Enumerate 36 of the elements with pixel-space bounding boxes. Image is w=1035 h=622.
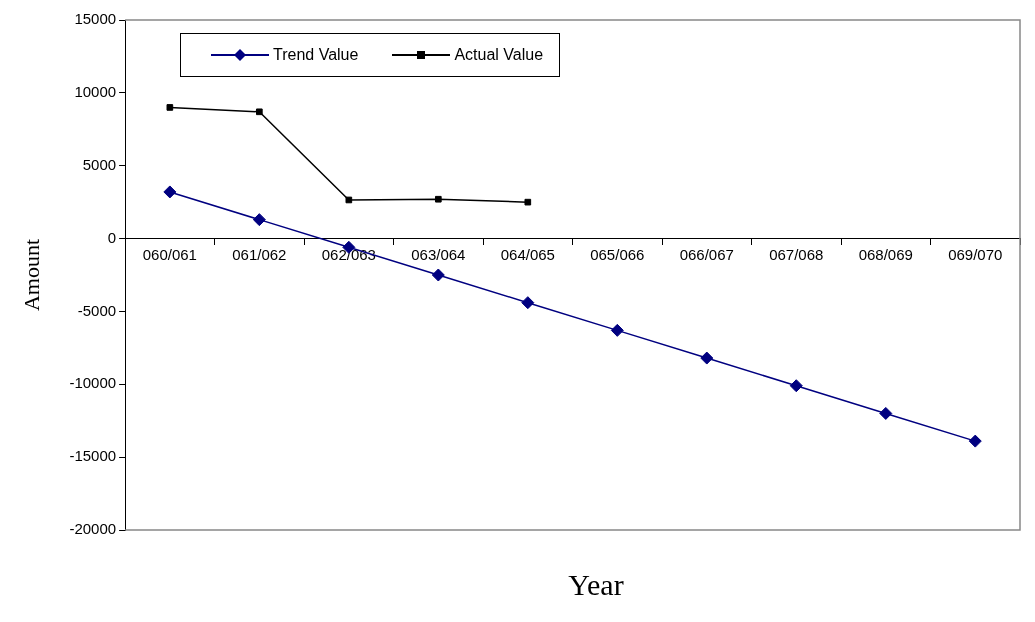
y-tick-label: 0 [107,228,117,246]
legend-label: Trend Value [273,46,359,64]
x-tick-label: 062/063 [321,245,376,263]
point [789,379,803,393]
y-tick-label: -20000 [69,520,117,538]
x-tick-label: 063/064 [411,245,466,263]
point [431,268,445,282]
y-tick-label: 5000 [82,155,117,173]
point [256,108,263,116]
point [166,104,174,111]
point [968,434,982,448]
y-tick-label: -15000 [69,447,117,465]
x-tick-label: 066/067 [679,245,734,263]
point [163,185,177,199]
point [434,195,442,203]
point [700,351,714,365]
y-tick-label: 15000 [74,10,117,28]
x-tick-label: 060/061 [142,245,197,263]
point [524,198,532,206]
y-tick-label: -10000 [69,374,117,392]
legend-label: Actual Value [454,46,544,64]
y-tick-label: -5000 [77,301,117,319]
point [345,196,353,204]
x-tick-label: 069/070 [948,245,1003,263]
x-tick-label: 068/069 [858,245,913,263]
point [252,213,266,227]
x-tick-label: 067/068 [769,245,824,263]
x-tick-label: 065/066 [590,245,645,263]
y-axis-title: Amount [18,238,44,312]
x-tick-label: 064/065 [500,245,555,263]
y-tick-label: 10000 [74,83,117,100]
point [879,406,893,420]
x-tick-label: 061/062 [232,245,287,263]
point [521,296,535,310]
x-axis-title: Year [567,568,625,602]
point [610,323,624,337]
